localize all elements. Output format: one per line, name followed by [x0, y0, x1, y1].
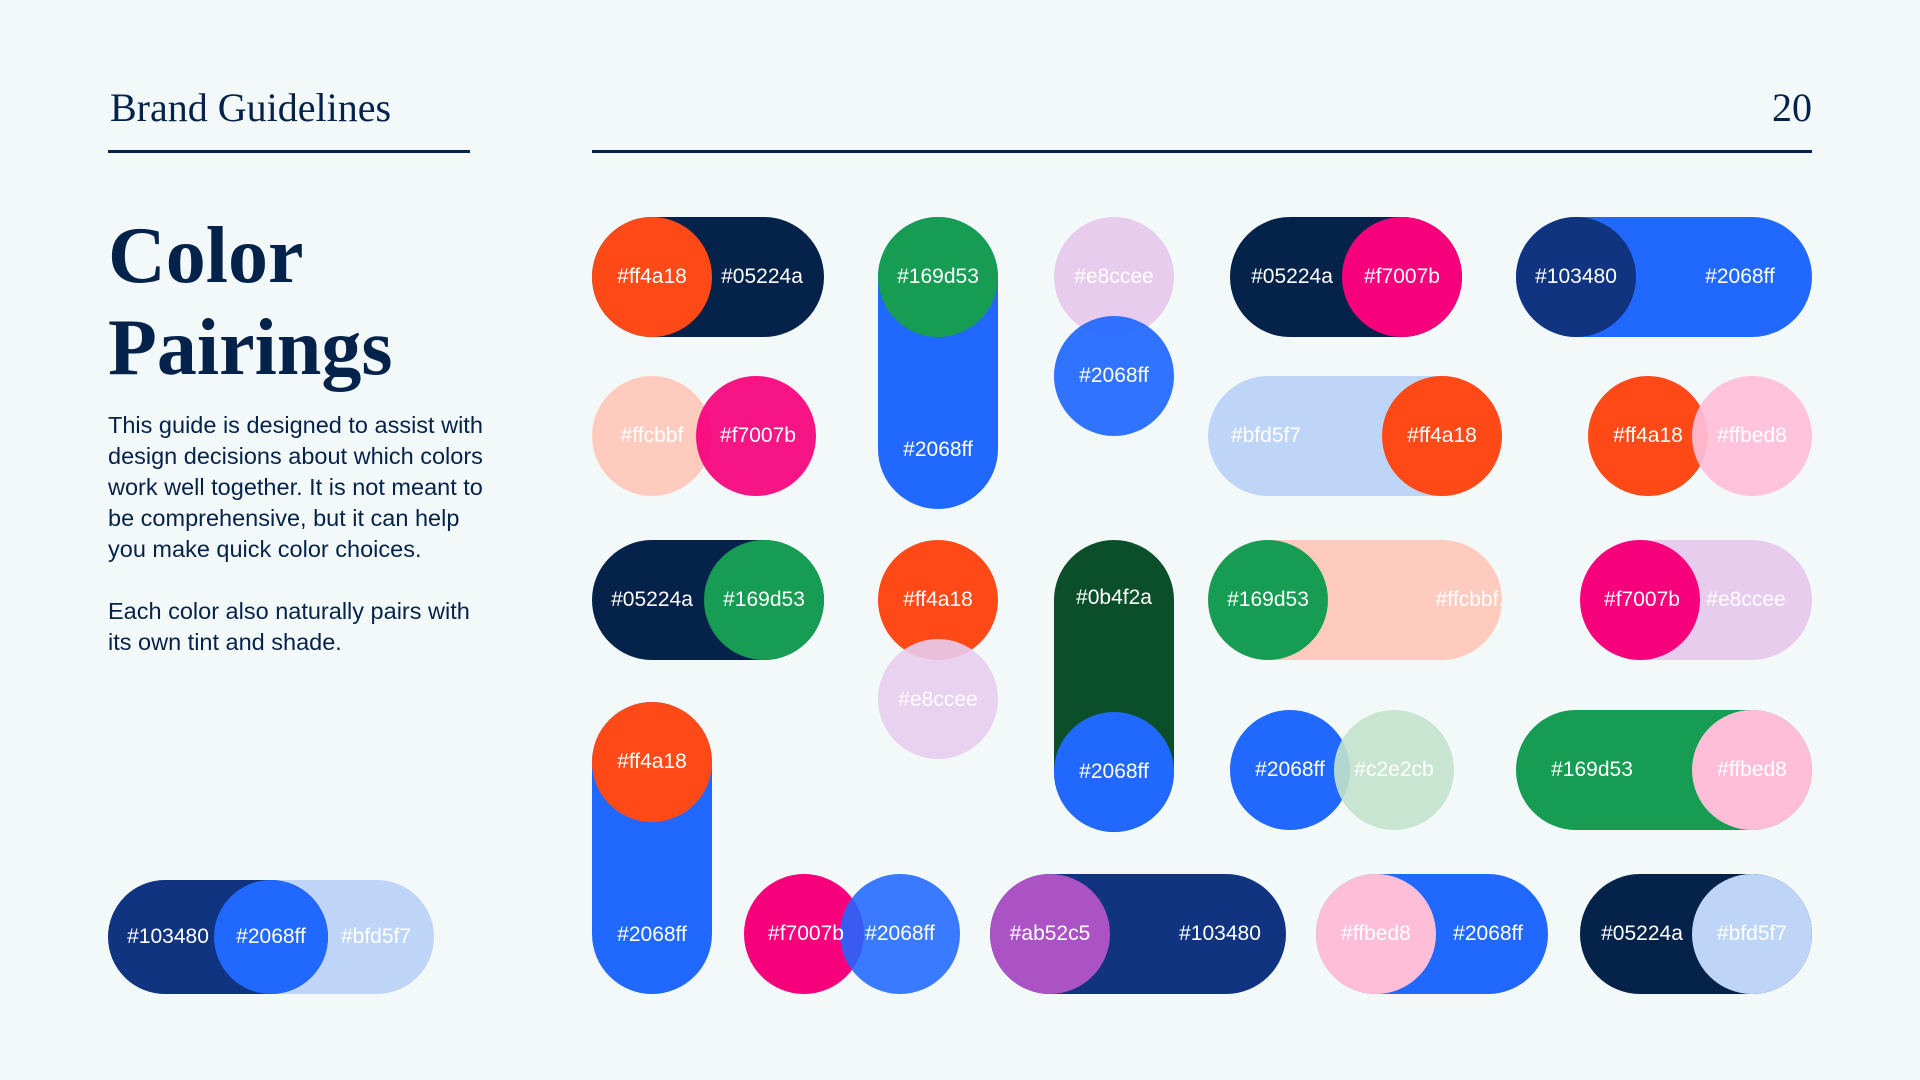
color-swatch	[878, 639, 998, 759]
swatch-label: #2068ff	[236, 925, 306, 948]
color-swatch	[1334, 710, 1454, 830]
swatch-label: #103480	[127, 925, 209, 948]
color-swatch	[1692, 376, 1812, 496]
swatch-label: #bfd5f7	[1230, 424, 1302, 447]
swatch-label: #05224a	[1601, 922, 1683, 945]
swatch-label: #2068ff	[1453, 922, 1523, 945]
page-number: 20	[1772, 85, 1812, 130]
swatch-label: #103480	[1179, 922, 1261, 945]
color-swatch	[878, 217, 998, 337]
color-swatch	[704, 540, 824, 660]
color-swatch	[696, 376, 816, 496]
color-swatch	[592, 217, 712, 337]
swatch-label: #2068ff	[1705, 265, 1775, 288]
swatch-label: #f7007b	[768, 922, 844, 945]
swatch-label: #2068ff	[1079, 760, 1149, 783]
color-swatch	[990, 874, 1110, 994]
swatch-label: #2068ff	[865, 922, 935, 945]
color-swatch	[1230, 710, 1350, 830]
swatch-label: #169d53	[1227, 588, 1309, 611]
swatch-label: #ff4a18	[617, 750, 687, 773]
swatch-label: #05224a	[1251, 265, 1333, 288]
intro-text: This guide is designed to assist with de…	[108, 410, 488, 689]
color-swatch	[1316, 874, 1436, 994]
page-title-line-1: Color	[108, 212, 304, 300]
color-swatch	[1054, 712, 1174, 832]
swatch-label: #c2e2cb	[1354, 758, 1434, 781]
swatch-label: #05224a	[721, 265, 803, 288]
color-swatch	[840, 874, 960, 994]
swatch-label: #bfd5f7	[340, 925, 412, 948]
color-swatch	[1692, 710, 1812, 830]
swatch-label: #ff4a18	[1407, 424, 1477, 447]
swatch-label: #103480	[1535, 265, 1617, 288]
brand-title: Brand Guidelines	[110, 85, 392, 130]
swatch-label: #ffbed8	[1717, 424, 1787, 447]
swatch-label: #f7007b	[1364, 265, 1440, 288]
color-swatch	[592, 376, 712, 496]
swatch-label: #ab52c5	[1009, 922, 1091, 945]
swatch-label: #2068ff	[903, 438, 973, 461]
swatch-label: #bfd5f7	[1716, 922, 1788, 945]
swatch-label: #ffbed8	[1717, 758, 1787, 781]
intro-paragraph-1: This guide is designed to assist with de…	[108, 412, 483, 562]
swatch-label: #e8ccee	[898, 688, 978, 711]
swatch-label: #e8ccee	[1706, 588, 1786, 611]
color-swatch	[1516, 217, 1636, 337]
swatch-label: #f7007b	[1604, 588, 1680, 611]
page-title: Color Pairings	[108, 210, 392, 394]
swatch-label: #0b4f2a	[1076, 586, 1152, 609]
color-swatch	[214, 880, 328, 994]
swatch-label: #169d53	[1551, 758, 1633, 781]
color-swatch	[1382, 376, 1502, 496]
intro-paragraph-2: Each color also naturally pairs with its…	[108, 598, 470, 655]
page-title-line-2: Pairings	[108, 304, 393, 392]
color-swatch	[1588, 376, 1708, 496]
header-rule-right	[592, 150, 1812, 153]
color-swatch	[1692, 874, 1812, 994]
header-rule-left	[108, 150, 470, 153]
color-swatch	[1054, 316, 1174, 436]
color-swatch	[592, 702, 712, 822]
swatch-label: #ffcbbf.	[1435, 588, 1505, 611]
swatch-label: #2068ff	[1255, 758, 1325, 781]
swatch-label: #169d53	[897, 265, 979, 288]
color-swatch	[1580, 540, 1700, 660]
swatch-label: #2068ff	[617, 923, 687, 946]
color-swatch	[1342, 217, 1462, 337]
swatch-label: #ffbed8	[1341, 922, 1411, 945]
swatch-label: #ff4a18	[617, 265, 687, 288]
swatch-label: #ff4a18	[903, 588, 973, 611]
swatch-label: #ff4a18	[1613, 424, 1683, 447]
color-swatch	[1208, 540, 1328, 660]
swatch-label: #169d53	[723, 588, 805, 611]
swatch-label: #2068ff	[1079, 364, 1149, 387]
swatch-label: #ffcbbf	[620, 424, 684, 447]
swatch-label: #f7007b	[720, 424, 796, 447]
swatch-label: #05224a	[611, 588, 693, 611]
swatch-label: #e8ccee	[1074, 265, 1154, 288]
